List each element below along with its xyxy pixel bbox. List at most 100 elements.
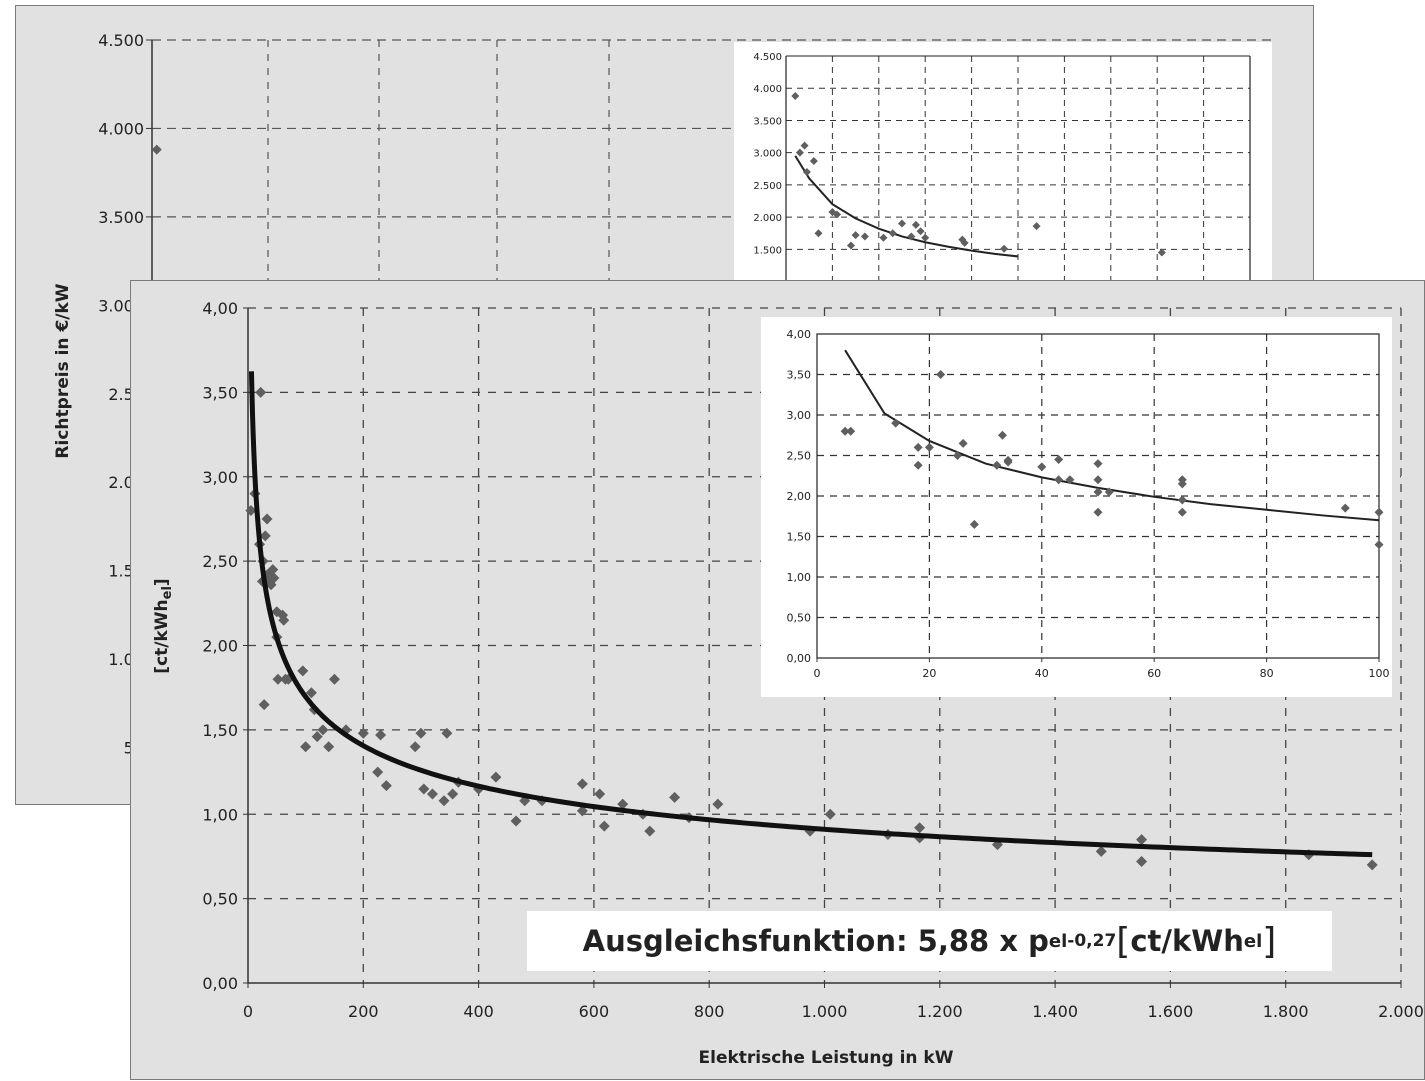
front-inset-data-point: [913, 442, 923, 452]
front-y-tick-label: 3,00: [202, 468, 238, 487]
back-inset-data-point: [1157, 248, 1166, 257]
front-trend-line: [248, 371, 1373, 858]
front-inset-data-point: [1054, 475, 1064, 485]
front-data-point: [447, 788, 459, 800]
formula-bracket-open: [: [1116, 920, 1131, 962]
front-inset-background: [761, 317, 1392, 697]
front-y-tick-label: 2,00: [202, 637, 238, 656]
front-x-tick-label: 400: [463, 1002, 494, 1021]
front-data-point: [297, 665, 309, 677]
front-data-point: [272, 673, 284, 685]
front-inset-data-point: [1093, 459, 1103, 469]
back-inset-data-point: [851, 231, 860, 240]
front-data-point: [418, 783, 430, 795]
back-inset-data-point: [809, 157, 818, 166]
back-inset-data-point: [791, 91, 800, 100]
front-inset-data-point: [1065, 475, 1075, 485]
back-y-axis-title: Richtpreis in €/kW: [53, 283, 73, 458]
front-data-point: [490, 771, 502, 783]
back-inset-data-point: [879, 233, 888, 242]
front-data-point: [261, 513, 273, 525]
front-inset-data-point: [1374, 540, 1384, 550]
front-data-point: [712, 798, 724, 810]
front-x-tick-label: 1.200: [917, 1002, 963, 1021]
front-data-point: [576, 778, 588, 790]
front-x-tick-label: 1.400: [1032, 1002, 1078, 1021]
back-inset-data-point: [921, 233, 930, 242]
front-x-tick-label: 1.800: [1263, 1002, 1309, 1021]
front-inset-data-point: [1177, 507, 1187, 517]
front-data-point: [267, 564, 279, 576]
front-data-point: [259, 530, 271, 542]
front-inset-data-point: [1340, 503, 1350, 513]
front-inset-y-tick-label: 2,50: [787, 450, 812, 463]
back-inset-y-tick-label: 3.000: [753, 149, 782, 160]
front-inset-data-point: [1177, 479, 1187, 489]
front-inset-border: [816, 333, 1380, 659]
formula-bracket-close: ]: [1262, 920, 1277, 962]
front-data-point: [415, 727, 427, 739]
front-inset-x-tick-label: 0: [814, 667, 821, 680]
back-inset-data-point: [916, 227, 925, 236]
front-inset-x-tick-label: 40: [1035, 667, 1049, 680]
back-inset-data-point: [911, 220, 920, 229]
front-inset-x-tick-label: 20: [922, 667, 936, 680]
front-data-point: [305, 687, 317, 699]
front-data-point: [438, 795, 450, 807]
front-data-point: [598, 820, 610, 832]
formula-sub-el: el: [1048, 930, 1068, 952]
front-data-point: [372, 766, 384, 778]
front-x-axis-title: Elektrische Leistung in kW: [699, 1048, 954, 1068]
front-chart-svg: Elektrische Leistung in kW [ct/kWhel] 0,…: [152, 299, 1424, 1068]
back-chart-svg: Richtpreis in €/kW 4.500 4.000 3.500 3.000 2…: [53, 31, 1276, 806]
back-y-tick-label: 4.000: [98, 119, 144, 138]
front-data-point: [278, 614, 290, 626]
front-inset-y-tick-label: 3,00: [787, 409, 812, 422]
front-inset-y-tick-label: 1,00: [787, 571, 812, 584]
front-inset-data-point: [1177, 495, 1187, 505]
front-inset-x-tick-label: 60: [1147, 667, 1161, 680]
front-inset-data-point: [840, 426, 850, 436]
front-data-point: [311, 731, 323, 743]
back-inset-y-tick-label: 2.000: [753, 213, 782, 224]
back-inset-data-point: [1000, 244, 1009, 253]
front-y-tick-label: 1,50: [202, 721, 238, 740]
front-inset-data-point: [969, 519, 979, 529]
front-y-axis-title: [ct/kWhel]: [152, 578, 175, 673]
front-inset-y-tick-label: 3,50: [787, 369, 812, 382]
front-inset-data-point: [1003, 457, 1013, 467]
front-inset-y-tick-label: 0,00: [787, 652, 812, 665]
front-inset-data-point: [913, 460, 923, 470]
front-y-tick-label: 3,50: [202, 383, 238, 402]
back-inset-data-point: [814, 229, 823, 238]
front-x-tick-label: 0: [243, 1002, 253, 1021]
front-inset-data-point: [1374, 507, 1384, 517]
front-data-point: [409, 741, 421, 753]
formula-unit-sub: el: [1243, 930, 1263, 952]
front-inset-data-point: [997, 430, 1007, 440]
back-inset-data-point: [960, 238, 969, 247]
front-inset-data-point: [924, 442, 934, 452]
front-inset-data-point: [958, 438, 968, 448]
front-data-point: [1136, 834, 1148, 846]
back-inset-data-point: [833, 210, 842, 219]
front-inset-data-point: [1054, 455, 1064, 465]
front-y-tick-label: 0,00: [202, 974, 238, 993]
formula-exponent: -0,27: [1067, 931, 1117, 951]
front-data-point: [510, 815, 522, 827]
front-inset-data-point: [936, 370, 946, 379]
back-inset-y-tick-label: 3.500: [753, 116, 782, 127]
front-data-point: [441, 727, 453, 739]
front-data-point: [245, 505, 257, 516]
front-data-point: [426, 788, 438, 800]
front-data-point: [323, 741, 335, 753]
back-inset-y-tick-label: 2.500: [753, 181, 782, 192]
front-data-point: [300, 741, 312, 753]
front-data-point: [1095, 845, 1107, 857]
front-y-tick-label: 0,50: [202, 890, 238, 909]
front-x-tick-label: 2.000: [1378, 1002, 1424, 1021]
front-data-point: [1136, 856, 1148, 867]
back-inset-y-tick-label: 4.500: [753, 52, 782, 63]
front-data-point: [380, 780, 392, 792]
back-inset-y-tick-label: 1.500: [753, 245, 782, 256]
